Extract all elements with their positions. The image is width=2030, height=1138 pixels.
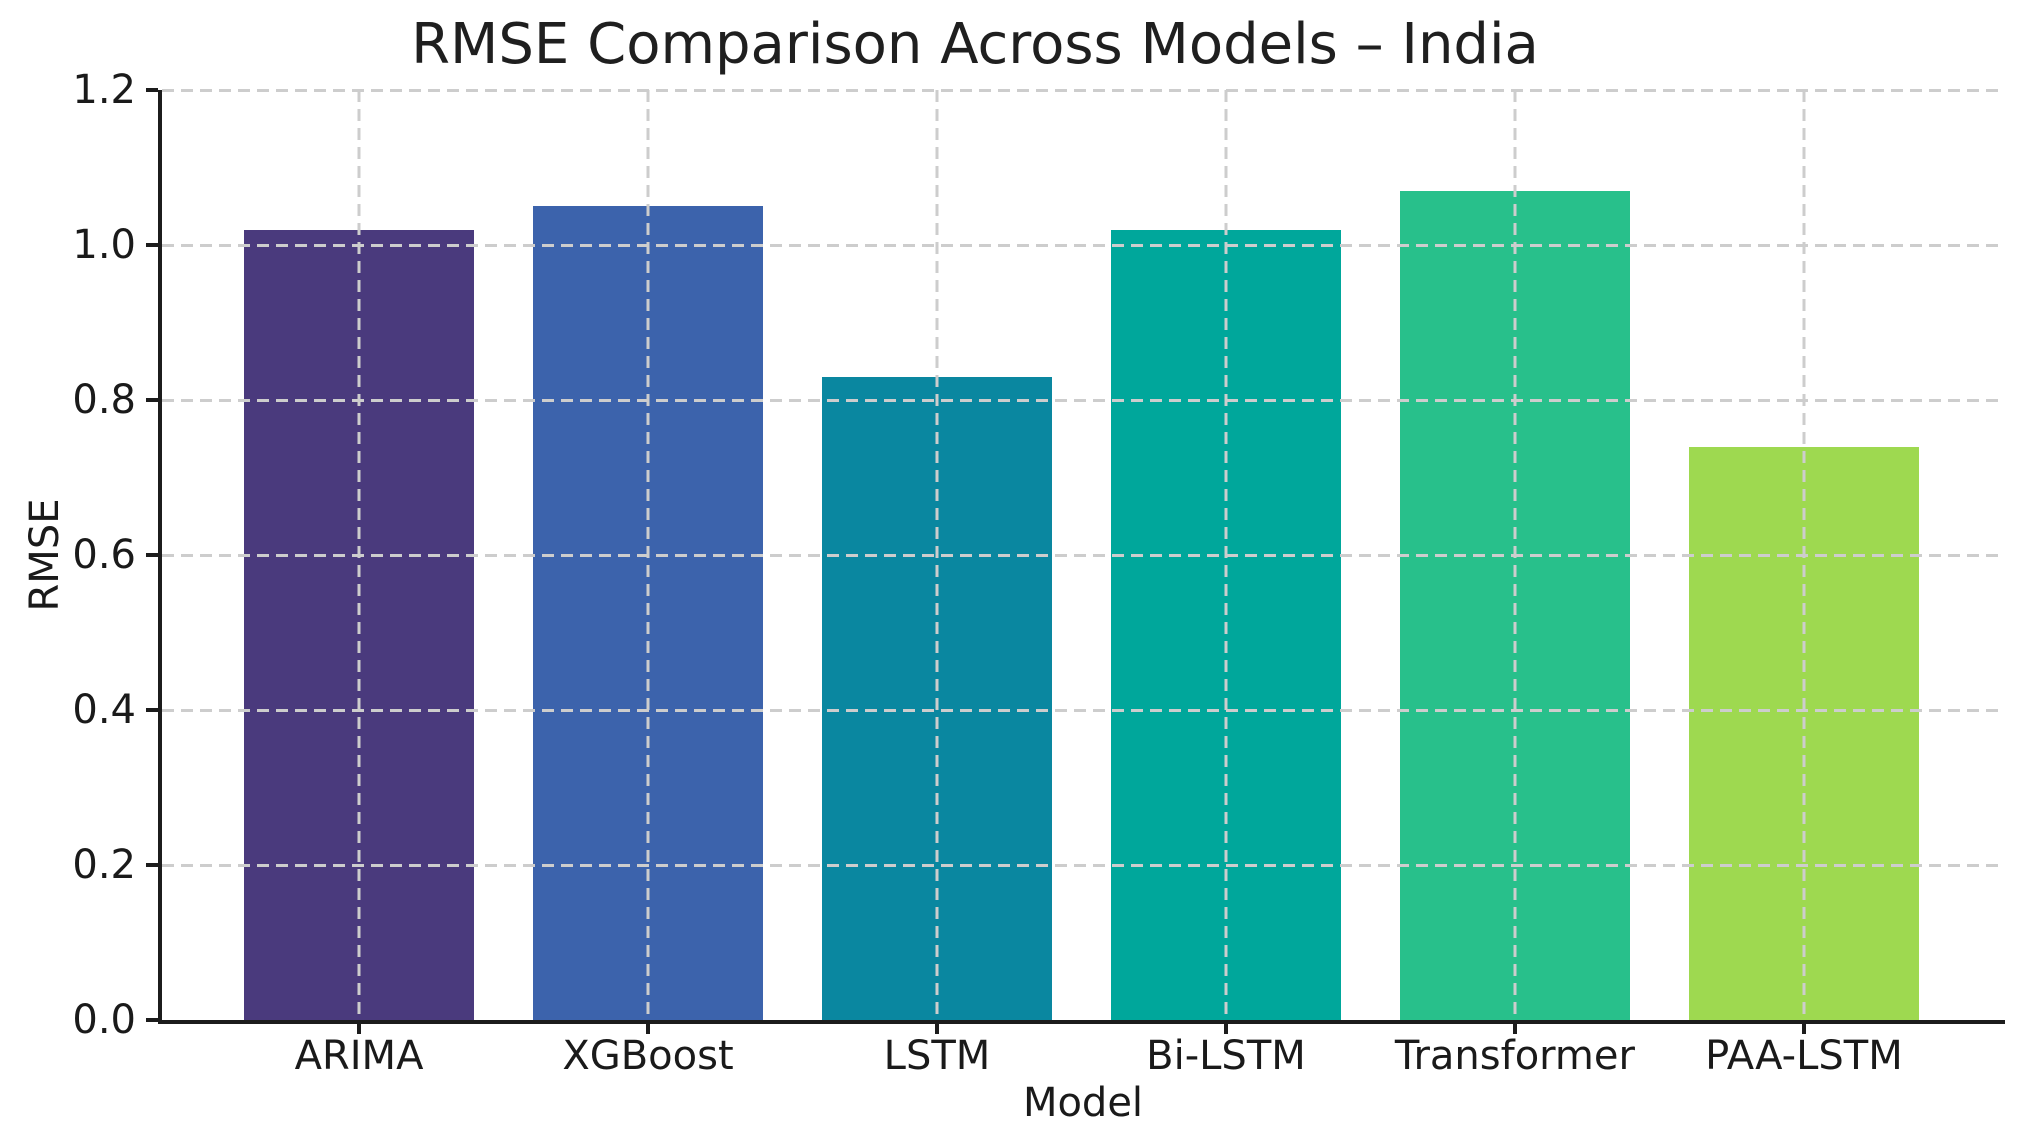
bars-layer: [162, 90, 2005, 1020]
y-tick-mark: [146, 863, 158, 868]
x-tick-mark: [645, 1024, 650, 1034]
y-tick-mark: [146, 398, 158, 403]
x-tick-label: XGBoost: [562, 1033, 734, 1079]
y-tick-mark: [146, 553, 158, 557]
x-tick-mark: [1223, 1024, 1228, 1034]
y-tick-label: 0.6: [72, 532, 136, 578]
y-tick-mark: [146, 243, 158, 247]
vertical-gridline: [357, 90, 361, 1020]
y-tick-mark: [146, 1018, 158, 1022]
y-axis-spine: [158, 90, 162, 1024]
horizontal-gridline: [162, 708, 2005, 712]
vertical-gridline: [1513, 90, 1517, 1020]
vertical-gridline: [935, 90, 939, 1020]
plot-area: 0.0 0.2 0.4 0.6 0.8 1.0 1.2 ARIMA XGBoost LSTM Bi-…: [72, 70, 2005, 1076]
bar-xgboost: [532, 206, 763, 1020]
x-tick-mark: [357, 1024, 362, 1034]
y-tick-label: 0.8: [72, 377, 136, 424]
x-axis-spine: [158, 1020, 2005, 1024]
bar-transformer: [1399, 190, 1630, 1020]
bar-bi-lstm: [1110, 229, 1341, 1020]
vertical-gridline: [646, 90, 650, 1020]
y-tick-mark: [146, 88, 158, 92]
x-tick-label: Bi-LSTM: [1146, 1033, 1306, 1079]
x-tick-label: LSTM: [883, 1033, 991, 1079]
horizontal-gridline: [162, 553, 2005, 557]
y-tick-label: 1.0: [72, 222, 136, 268]
y-tick-label: 0.2: [72, 842, 136, 889]
bar-lstm: [821, 376, 1052, 1020]
y-axis-label: RMSE: [22, 498, 68, 612]
y-tick-mark: [146, 708, 158, 713]
vertical-gridline: [1224, 90, 1228, 1020]
x-tick-mark: [934, 1024, 939, 1034]
x-tick-mark: [1512, 1024, 1517, 1034]
x-axis-label: Model: [1022, 1080, 1144, 1126]
bar-arima: [244, 229, 475, 1020]
horizontal-gridline: [162, 88, 2005, 92]
ticks-layer: 0.0 0.2 0.4 0.6 0.8 1.0 1.2 ARIMA XGBoost LSTM Bi-…: [72, 70, 2005, 1076]
x-tick-label: ARIMA: [294, 1033, 424, 1079]
vertical-gridline: [1802, 90, 1806, 1020]
horizontal-gridline: [162, 863, 2005, 867]
x-tick-label: Transformer: [1394, 1033, 1635, 1079]
chart-title: RMSE Comparison Across Models – India: [411, 12, 1539, 77]
horizontal-gridline: [162, 398, 2005, 402]
horizontal-gridline: [162, 243, 2005, 247]
y-tick-label: 0.4: [72, 687, 136, 734]
x-tick-mark: [1801, 1024, 1806, 1034]
grid-layer: [162, 88, 2005, 1020]
x-tick-label: PAA-LSTM: [1705, 1033, 1903, 1079]
y-tick-label: 0.0: [72, 997, 136, 1043]
bar-paa-lstm: [1688, 446, 1919, 1020]
y-tick-label: 1.2: [72, 67, 136, 113]
